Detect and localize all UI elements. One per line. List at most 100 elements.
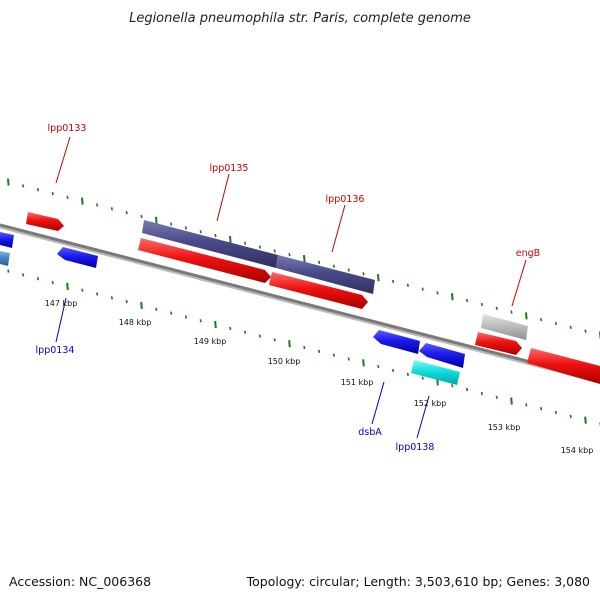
tick-upper-30 — [451, 293, 454, 301]
tick-upper-29 — [436, 291, 439, 295]
tick-upper-28 — [421, 287, 424, 291]
gene-lpp0134[interactable] — [57, 247, 98, 268]
accession-text: Accession: NC_006368 — [9, 574, 151, 589]
tick-label-149: 149 kbp — [194, 337, 227, 346]
tick-lower-34 — [510, 397, 513, 405]
tick-lower-16 — [244, 330, 247, 334]
tick-row-upper — [7, 178, 600, 339]
tick-lower-8 — [125, 299, 128, 304]
tick-upper-11 — [170, 222, 173, 226]
tick-lower-22 — [332, 353, 335, 357]
tick-lower-19 — [288, 340, 291, 348]
label-lpp0135[interactable]: lpp0135 — [210, 163, 249, 174]
tick-lower-31 — [466, 387, 469, 392]
gene-lpp0138-a[interactable] — [419, 343, 465, 368]
gene-partial-steelblue-left[interactable] — [0, 251, 10, 266]
tick-upper-5 — [81, 197, 84, 205]
tick-upper-19 — [288, 253, 291, 257]
tick-lower-12 — [184, 315, 187, 319]
tick-lower-13 — [199, 319, 202, 323]
tick-upper-35 — [525, 312, 528, 320]
tick-lower-38 — [569, 414, 572, 419]
tick-lower-24 — [362, 359, 365, 367]
tick-upper-33 — [495, 306, 498, 310]
tick-upper-0 — [7, 178, 10, 186]
tick-upper-38 — [569, 325, 572, 330]
tick-upper-20 — [303, 254, 306, 263]
tick-upper-17 — [258, 245, 261, 249]
tick-lower-30 — [451, 384, 454, 388]
tick-label-147: 147 kbp — [45, 299, 78, 308]
tick-lower-36 — [540, 407, 543, 411]
tick-lower-28 — [421, 376, 424, 380]
gene-lpp0135-feature[interactable] — [142, 220, 278, 268]
tick-lower-7 — [110, 296, 113, 300]
tick-upper-18 — [273, 249, 276, 253]
label-engB[interactable]: engB — [516, 248, 540, 259]
tick-label-153: 153 kbp — [488, 423, 521, 432]
gene-engB-feature[interactable] — [481, 314, 528, 340]
tick-lower-27 — [406, 372, 409, 376]
tick-lower-10 — [155, 307, 158, 311]
tick-lower-37 — [554, 410, 557, 415]
tick-lower-4 — [66, 282, 69, 290]
tick-lower-1 — [22, 273, 25, 277]
tick-lower-2 — [36, 277, 39, 281]
gene-partial-red-right[interactable] — [527, 348, 600, 384]
tick-upper-14 — [214, 233, 217, 238]
genome-summary-text: Topology: circular; Length: 3,503,610 bp… — [246, 574, 590, 589]
tick-lower-23 — [347, 357, 350, 361]
tick-lower-3 — [51, 280, 54, 285]
gene-lpp0135[interactable] — [138, 238, 271, 283]
tick-upper-27 — [406, 283, 409, 287]
gene-engB[interactable] — [475, 332, 522, 355]
label-lpp0134[interactable]: lpp0134 — [36, 345, 75, 356]
tick-lower-25 — [377, 364, 380, 369]
tick-label-148: 148 kbp — [119, 318, 152, 327]
tick-row-lower — [7, 269, 600, 426]
label-dsbA[interactable]: dsbA — [358, 427, 382, 438]
label-lpp0133[interactable]: lpp0133 — [48, 123, 87, 134]
tick-upper-10 — [155, 216, 158, 224]
tick-upper-23 — [347, 268, 350, 272]
label-connectors — [55, 136, 527, 439]
tick-lower-6 — [96, 292, 99, 296]
tick-upper-1 — [22, 184, 25, 188]
tick-lower-26 — [392, 368, 395, 373]
gene-dsbA[interactable] — [373, 330, 420, 354]
tick-label-152: 152 kbp — [414, 399, 447, 408]
tick-upper-24 — [362, 272, 365, 276]
tick-upper-21 — [318, 260, 321, 265]
tick-lower-35 — [525, 403, 528, 407]
gene-lpp0133[interactable] — [26, 212, 64, 231]
tick-lower-32 — [480, 391, 483, 396]
gene-lpp0136-feature[interactable] — [276, 255, 375, 294]
genome-backbone — [0, 223, 600, 384]
tick-lower-15 — [229, 326, 232, 331]
label-lpp0136[interactable]: lpp0136 — [326, 194, 365, 205]
tick-lower-33 — [495, 395, 498, 399]
tick-lower-9 — [140, 301, 143, 310]
gene-partial-blue-left[interactable] — [0, 232, 14, 248]
tick-upper-26 — [392, 279, 395, 284]
tick-upper-16 — [244, 241, 247, 245]
tick-lower-21 — [318, 349, 321, 354]
tick-upper-15 — [229, 235, 232, 244]
gene-lpp0136[interactable] — [269, 272, 368, 309]
tick-lower-14 — [214, 321, 217, 329]
tick-upper-3 — [51, 191, 54, 196]
tick-upper-7 — [110, 207, 113, 211]
tick-upper-4 — [66, 195, 69, 200]
tick-upper-9 — [140, 214, 143, 219]
tick-upper-6 — [96, 203, 99, 207]
tick-lower-0 — [7, 269, 10, 273]
tick-lower-18 — [273, 338, 276, 342]
tick-upper-32 — [480, 302, 483, 307]
gene-lpp0138[interactable] — [411, 360, 460, 385]
label-lpp0138[interactable]: lpp0138 — [396, 442, 435, 453]
tick-lower-20 — [303, 345, 306, 350]
scale-tick-labels: 147 kbp 148 kbp 149 kbp 150 kbp 151 kbp … — [45, 299, 594, 455]
tick-upper-12 — [184, 226, 187, 230]
tick-upper-37 — [554, 321, 557, 326]
